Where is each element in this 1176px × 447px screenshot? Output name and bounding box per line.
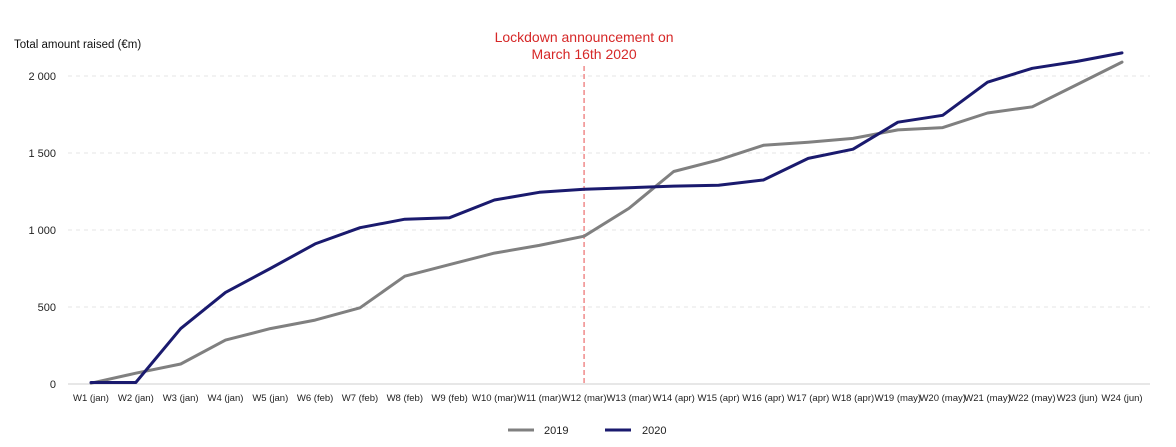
x-tick-label: W20 (may): [919, 393, 965, 404]
legend-label-2019: 2019: [544, 425, 568, 437]
x-tick-label: W5 (jan): [252, 393, 288, 404]
x-tick-label: W8 (feb): [387, 393, 423, 404]
x-tick-label: W12 (mar): [562, 393, 607, 404]
series-line-2020: [89, 51, 1124, 384]
x-tick-label: W17 (apr): [787, 393, 829, 404]
lockdown-annotation: Lockdown announcement on March 16th 2020: [495, 29, 674, 384]
x-tick-label: W24 (jun): [1101, 393, 1142, 404]
x-tick-label: W1 (jan): [73, 393, 109, 404]
legend-label-2020: 2020: [642, 425, 666, 437]
x-tick-label: W7 (feb): [342, 393, 378, 404]
x-tick-label: W4 (jan): [208, 393, 244, 404]
x-tick-label: W19 (may): [875, 393, 921, 404]
y-axis-label: Total amount raised (€m): [14, 39, 141, 51]
x-tick-label: W3 (jan): [163, 393, 199, 404]
x-axis-ticks: W1 (jan) W2 (jan) W3 (jan) W4 (jan) W5 (jan)…: [73, 393, 1143, 404]
y-tick-label: 1 500: [28, 148, 56, 160]
x-tick-label: W6 (feb): [297, 393, 333, 404]
gridlines: [68, 75, 1150, 308]
legend[interactable]: 2019 2020: [508, 425, 666, 437]
x-tick-label: W21 (may): [964, 393, 1010, 404]
y-tick-label: 1 000: [28, 225, 56, 237]
series-line-2019: [89, 60, 1124, 385]
y-tick-label: 2 000: [28, 71, 56, 83]
x-tick-label: W14 (apr): [653, 393, 695, 404]
x-tick-label: W15 (apr): [697, 393, 739, 404]
x-tick-label: W2 (jan): [118, 393, 154, 404]
x-tick-label: W23 (jun): [1057, 393, 1098, 404]
y-axis-ticks: 0 500 1 000 1 500 2 000: [28, 71, 56, 391]
annotation-line-1: Lockdown announcement on: [495, 29, 674, 45]
x-tick-label: W18 (apr): [832, 393, 874, 404]
y-tick-label: 500: [38, 302, 56, 314]
x-tick-label: W11 (mar): [517, 393, 561, 404]
series-lines: [89, 51, 1124, 385]
annotation-line-2: March 16th 2020: [532, 46, 637, 62]
x-tick-label: W9 (feb): [431, 393, 467, 404]
x-tick-label: W16 (apr): [742, 393, 784, 404]
x-tick-label: W13 (mar): [606, 393, 651, 404]
x-tick-label: W10 (mar): [472, 393, 517, 404]
y-tick-label: 0: [50, 379, 56, 391]
x-tick-label: W22 (may): [1009, 393, 1055, 404]
